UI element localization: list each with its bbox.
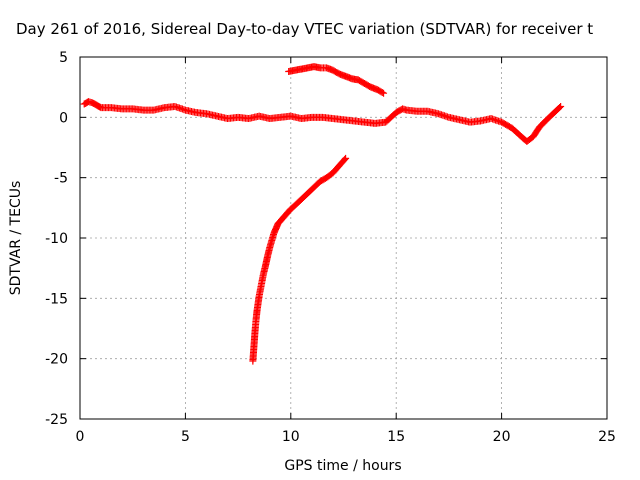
series-2 — [285, 63, 388, 97]
grid — [80, 57, 607, 419]
data-point — [557, 102, 565, 110]
x-axis-label: GPS time / hours — [284, 458, 401, 474]
data-point — [380, 89, 388, 97]
y-tick-label: -20 — [45, 352, 68, 368]
data-point — [341, 155, 349, 163]
y-tick-label: -15 — [45, 291, 68, 307]
x-tick-label: 0 — [76, 429, 85, 445]
x-tick-label: 15 — [387, 429, 405, 445]
chart-title: Day 261 of 2016, Sidereal Day-to-day VTE… — [16, 20, 593, 38]
x-tick-label: 10 — [282, 429, 300, 445]
series-1 — [80, 98, 565, 145]
y-axis-label: SDTVAR / TECUs — [8, 181, 24, 296]
y-tick-label: 0 — [59, 110, 68, 126]
x-tick-label: 25 — [598, 429, 616, 445]
plot-frame — [79, 56, 608, 420]
y-tick-label: -10 — [45, 231, 68, 247]
data-point — [556, 103, 564, 111]
x-tick-label: 20 — [493, 429, 511, 445]
axis-ticks: 0 5 10 15 20 25 5 0 -5 -10 -15 -20 -25 — [45, 50, 616, 445]
y-tick-label: -25 — [45, 412, 68, 428]
y-tick-label: 5 — [59, 50, 68, 66]
y-tick-label: -5 — [54, 171, 68, 187]
data-point — [378, 88, 386, 96]
data-points — [80, 63, 565, 365]
x-tick-label: 5 — [181, 429, 190, 445]
series-3 — [249, 154, 350, 365]
data-point — [342, 154, 350, 162]
